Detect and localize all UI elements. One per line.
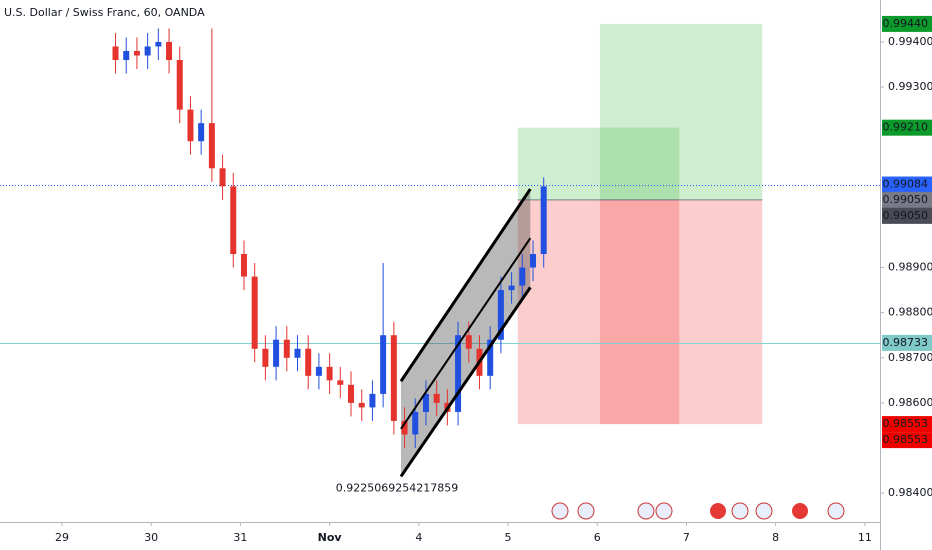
candle-body: [433, 393, 440, 403]
candle-body: [262, 348, 269, 367]
y-tick-label: 0.98600: [888, 396, 932, 409]
candle-body: [412, 411, 419, 435]
candle-body: [326, 366, 333, 381]
x-tick-label: Nov: [318, 531, 343, 544]
channel-upper: [399, 188, 532, 383]
price-label: 0.98733: [883, 336, 929, 349]
candle-body: [283, 339, 290, 358]
price-label-box: [882, 432, 932, 449]
x-tick-label: 31: [233, 531, 247, 544]
x-tick-label: 29: [55, 531, 69, 544]
candle-body: [508, 285, 515, 291]
x-tick-label: 5: [505, 531, 512, 544]
candle-body: [208, 123, 215, 169]
price-label: 0.98553: [883, 417, 929, 430]
candle-body: [358, 402, 365, 408]
candle-body: [219, 168, 226, 187]
candle-body: [455, 335, 462, 412]
candle-body: [348, 384, 355, 403]
candle-body: [369, 393, 376, 408]
target-zone: [599, 23, 763, 200]
y-tick-label: 0.98800: [888, 306, 932, 319]
price-label-box: [882, 15, 932, 32]
stop-zone: [599, 199, 763, 425]
channel-middle: [400, 237, 532, 430]
y-tick-label: 0.98700: [888, 351, 932, 364]
y-tick-label: 0.99300: [888, 80, 932, 93]
event-icon: [710, 503, 726, 519]
price-label: 0.99084: [883, 178, 929, 191]
price-label-box: [882, 334, 932, 351]
price-label: 0.99050: [883, 193, 929, 206]
event-icon: [577, 502, 595, 520]
y-tick-label: 0.99400: [888, 35, 932, 48]
candle-body: [123, 50, 130, 61]
candle-body: [230, 186, 237, 255]
event-icon: [551, 502, 569, 520]
candle-body: [166, 41, 173, 61]
event-icon: [792, 503, 808, 519]
channel-label: 0.9225069254217859: [336, 481, 458, 494]
candle-body: [144, 46, 151, 56]
price-label-box: [882, 416, 932, 433]
price-label-box: [882, 119, 932, 136]
candle-body: [540, 186, 547, 255]
price-label-box: [882, 207, 932, 224]
event-icon: [827, 502, 845, 520]
candle-body: [529, 254, 536, 268]
candle-body: [251, 276, 258, 349]
candle-body: [273, 339, 280, 367]
price-label-box: [882, 191, 932, 208]
x-tick-label: 8: [772, 531, 779, 544]
candle-body: [519, 267, 526, 286]
candle-body: [294, 348, 301, 358]
x-tick-label: 30: [144, 531, 158, 544]
x-tick-label: 7: [683, 531, 690, 544]
candle-body: [155, 41, 162, 47]
candle-body: [187, 109, 194, 142]
candle-body: [401, 420, 408, 435]
candle-body: [487, 339, 494, 376]
event-icon: [731, 502, 749, 520]
price-label: 0.98553: [883, 433, 929, 446]
candle-body: [390, 335, 397, 421]
price-label-box: [882, 176, 932, 193]
chart-title: U.S. Dollar / Swiss Franc, 60, OANDA: [4, 6, 205, 19]
candle-body: [133, 50, 140, 56]
event-icon: [637, 502, 655, 520]
candle-body: [315, 366, 322, 376]
channel-lower: [399, 286, 532, 478]
candle-body: [198, 123, 205, 142]
price-label: 0.99440: [883, 17, 929, 30]
candle-body: [422, 393, 429, 412]
candle-body: [176, 60, 183, 110]
x-tick-label: 4: [415, 531, 422, 544]
price-label: 0.99050: [883, 209, 929, 222]
event-icon: [755, 502, 773, 520]
y-tick-label: 0.98400: [888, 486, 932, 499]
candle-body: [112, 46, 119, 61]
event-icon: [655, 502, 673, 520]
event-icons: [551, 502, 845, 520]
candle-body: [305, 348, 312, 376]
candle-body: [380, 335, 387, 394]
candle-body: [465, 335, 472, 349]
candle-body: [337, 380, 344, 385]
x-tick-label: 6: [594, 531, 601, 544]
price-label: 0.99210: [883, 121, 929, 134]
x-tick-label: 11: [858, 531, 872, 544]
candle-body: [497, 290, 504, 340]
candle-body: [240, 254, 247, 277]
y-tick-label: 0.98900: [888, 261, 932, 274]
